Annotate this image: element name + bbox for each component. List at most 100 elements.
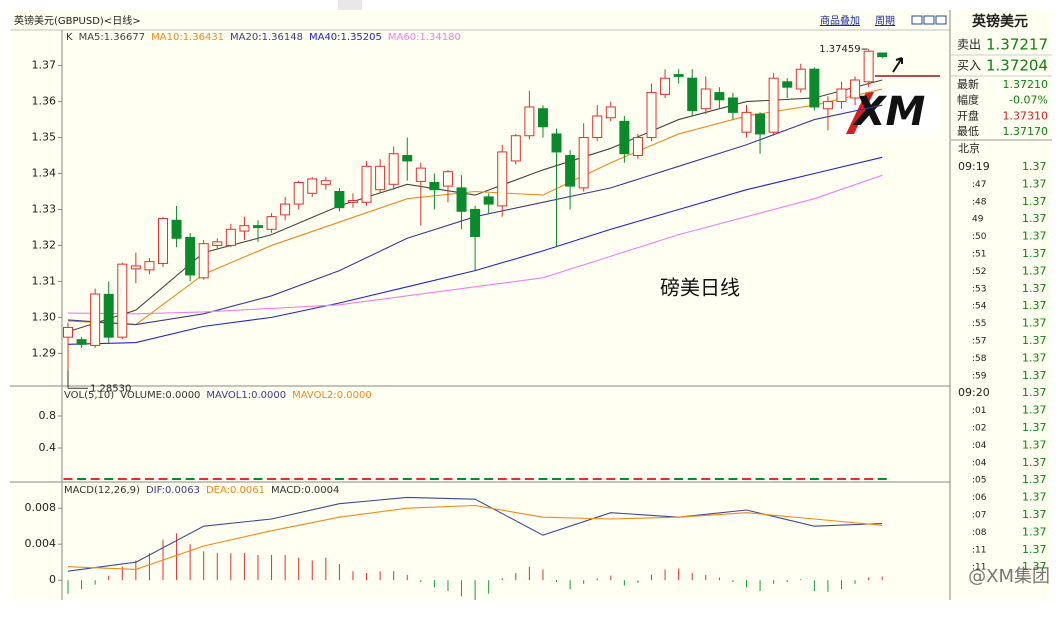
tick-time: :01	[972, 406, 986, 416]
legend-entry: DIF:0.0063	[146, 485, 200, 496]
legend-entry: MA40:1.35205	[309, 32, 382, 43]
volume-bar	[660, 478, 670, 480]
y-tick-label: 1.30	[32, 310, 57, 323]
candle-body	[619, 120, 630, 155]
tick-price: 1.37	[1022, 456, 1047, 469]
volume-bar	[362, 478, 372, 480]
tick-price: 1.37	[1022, 282, 1047, 295]
candle-body	[850, 79, 861, 99]
volume-bar	[864, 478, 874, 480]
legend-entry: K	[66, 32, 73, 43]
legend-entry: MA5:1.36677	[79, 32, 146, 43]
candle-body	[605, 106, 616, 119]
tick-time: :11	[972, 545, 986, 555]
candle-body	[402, 155, 413, 162]
tick-time: :11	[972, 563, 986, 573]
candle-body	[76, 339, 87, 345]
quote-label: 开盘	[957, 108, 979, 122]
tick-time: :07	[972, 511, 986, 521]
volume-bar	[144, 478, 154, 480]
candle-body	[782, 81, 793, 88]
volume-bar	[185, 478, 195, 480]
macd-line	[67, 496, 883, 572]
candle-body	[497, 151, 508, 207]
candle-body	[565, 155, 576, 187]
legend-entry: MA10:1.36431	[151, 32, 224, 43]
volume-bar	[90, 478, 100, 480]
candle-body	[483, 196, 494, 205]
volume-bar	[158, 478, 168, 480]
tick-price: 1.37	[1022, 351, 1047, 364]
candle-body	[836, 88, 847, 103]
tick-header: 北京	[958, 141, 980, 155]
quote-label: 买入	[957, 59, 981, 73]
volume-bar	[212, 478, 222, 480]
volume-bar	[524, 478, 534, 480]
y-tick-label: 1.29	[32, 346, 57, 359]
volume-bar	[294, 478, 304, 480]
legend-entry: MACD(12,26,9)	[64, 485, 140, 496]
tick-time: :06	[972, 493, 987, 503]
volume-bar	[416, 478, 426, 480]
candle-body	[252, 225, 263, 228]
y-tick-label: 0.4	[39, 441, 57, 454]
legend-entry: VOLUME:0.0000	[120, 390, 200, 401]
tick-price: 1.37	[1022, 264, 1047, 277]
legend-entry: MA20:1.36148	[230, 32, 303, 43]
candle-body	[660, 77, 671, 95]
candle-body	[646, 92, 657, 139]
volume-bar	[511, 478, 521, 480]
volume-bar	[552, 478, 562, 480]
tick-price: 1.37	[1022, 230, 1047, 243]
candle-body	[239, 225, 250, 232]
candle-body	[347, 199, 358, 203]
y-tick-label: 1.31	[32, 274, 57, 287]
volume-bar	[375, 478, 385, 480]
quote-value: 1.37204	[986, 57, 1048, 75]
volume-bar	[402, 478, 412, 480]
tick-price: 1.37	[1022, 404, 1047, 417]
candle-body	[280, 203, 291, 216]
overlay-button[interactable]: 商品叠加	[820, 14, 860, 27]
candle-body	[429, 182, 440, 191]
candle-body	[375, 165, 386, 191]
arrow	[892, 57, 903, 73]
candle-body	[470, 208, 481, 237]
quote-title: 英镑美元	[971, 13, 1028, 30]
y-tick-label: 1.33	[32, 202, 57, 215]
volume-bar	[429, 478, 439, 480]
volume-bar	[701, 478, 711, 480]
tick-time: :05	[972, 476, 986, 486]
volume-bar	[796, 478, 806, 480]
candle-body	[103, 293, 114, 338]
quote-value: 1.37210	[1003, 78, 1049, 91]
quote-label: 最新	[957, 77, 979, 91]
candle-body	[863, 50, 874, 83]
volume-bar	[348, 478, 358, 480]
candle-body	[320, 180, 331, 185]
quote-label: 幅度	[957, 93, 979, 107]
top-handle	[338, 0, 362, 10]
tick-time: :55	[972, 319, 986, 329]
tick-price: 1.37	[1022, 195, 1047, 208]
volume-bar	[307, 478, 317, 480]
toolbar-icons[interactable]	[911, 15, 947, 25]
tick-price: 1.37	[1022, 386, 1047, 399]
candle-body	[456, 187, 467, 212]
y-tick-label: 1.34	[32, 167, 57, 180]
candle-body	[442, 171, 453, 187]
tick-price: 1.37	[1022, 525, 1047, 538]
candle-body	[632, 137, 643, 157]
candle-body	[361, 165, 372, 203]
legend-entry: VOL(5,10)	[64, 390, 114, 401]
tick-price: 1.37	[1022, 212, 1047, 225]
candle-body	[700, 88, 711, 110]
candle-body	[741, 111, 752, 133]
candle-body	[795, 68, 806, 90]
period-button[interactable]: 周期	[875, 15, 895, 27]
candle-body	[157, 217, 168, 264]
y-tick-label: 0.8	[39, 409, 57, 422]
candle-body	[755, 113, 766, 135]
candle-body	[687, 77, 698, 112]
